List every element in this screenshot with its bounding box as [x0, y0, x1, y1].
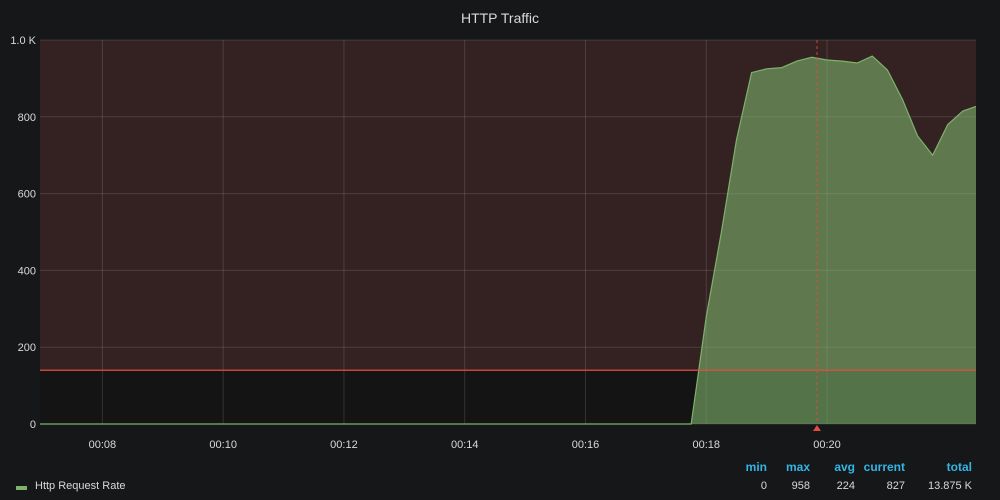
legend-value-min: 0 — [760, 480, 767, 492]
legend-header-min[interactable]: min — [745, 460, 767, 474]
legend-value-avg: 224 — [836, 480, 855, 492]
legend-header-avg[interactable]: avg — [834, 460, 855, 474]
y-tick-label: 400 — [18, 265, 36, 277]
series-line — [40, 55, 977, 425]
chart-area[interactable]: 0 200 400 600 800 1.0 K 00:08 00:10 00:12 00:14 00… — [0, 0, 1000, 460]
y-tick-label: 600 — [18, 189, 36, 201]
y-tick-label: 800 — [18, 112, 36, 124]
x-tick-label: 00:18 — [693, 439, 721, 451]
y-tick-label: 0 — [30, 419, 36, 431]
legend-value-max: 958 — [791, 480, 810, 492]
y-tick-label: 200 — [18, 342, 36, 354]
series-area — [40, 56, 976, 424]
x-tick-label: 00:10 — [209, 439, 237, 451]
x-tick-label: 00:12 — [330, 439, 358, 451]
x-tick-label: 00:16 — [572, 439, 600, 451]
legend-header-max[interactable]: max — [785, 460, 810, 474]
legend-value-current: 827 — [886, 480, 905, 492]
legend-value-total: 13.875 K — [927, 480, 972, 492]
panel-title: HTTP Traffic — [460, 10, 540, 26]
legend-header-total[interactable]: total — [946, 460, 972, 474]
x-tick-label: 00:08 — [89, 439, 117, 451]
legend-series-swatch[interactable] — [16, 486, 27, 490]
legend-header-current[interactable]: current — [863, 460, 905, 474]
x-tick-label: 00:14 — [451, 439, 479, 451]
x-tick-label: 00:20 — [813, 439, 841, 451]
legend-series-name[interactable]: Http Request Rate — [35, 480, 126, 492]
annotation-marker-triangle — [812, 425, 821, 431]
y-tick-label: 1.0 K — [10, 35, 36, 47]
